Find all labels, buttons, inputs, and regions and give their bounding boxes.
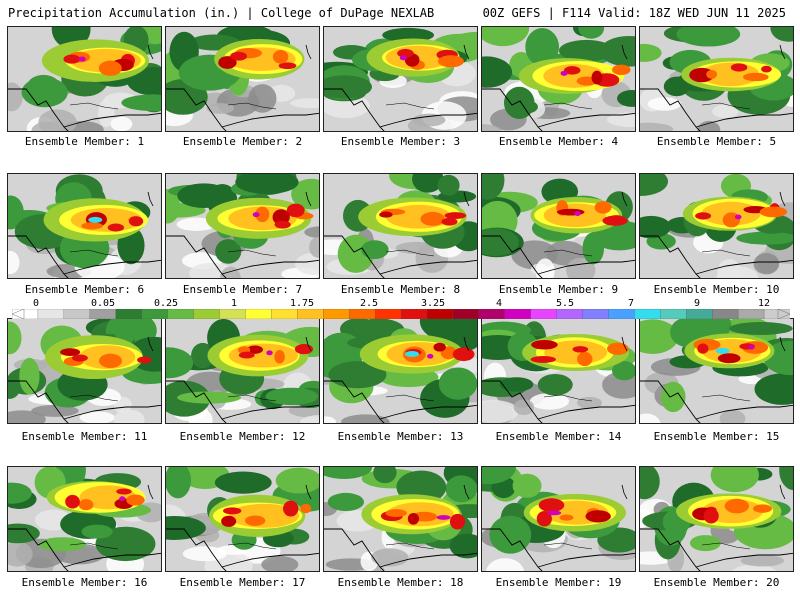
colorbar-swatch [400, 309, 428, 319]
ensemble-member-map [481, 318, 636, 424]
colorbar-swatch [763, 309, 790, 319]
ensemble-member-label: Ensemble Member: 9 [498, 283, 619, 296]
colorbar-tick-label: 5.5 [555, 298, 575, 309]
ensemble-member-label: Ensemble Member: 6 [24, 283, 145, 296]
ensemble-member-map [165, 318, 320, 424]
colorbar-tick-label: 12 [757, 298, 771, 309]
ensemble-member-label: Ensemble Member: 20 [653, 576, 780, 589]
colorbar-swatch [582, 309, 610, 319]
ensemble-member-map [165, 173, 320, 279]
colorbar-swatch [478, 309, 506, 319]
ensemble-member-map [481, 26, 636, 132]
precipitation-colorbar [12, 309, 790, 319]
ensemble-member-map [481, 173, 636, 279]
colorbar-swatch [737, 309, 765, 319]
ensemble-member-map [323, 318, 478, 424]
ensemble-member-map [7, 318, 162, 424]
colorbar-tick-label: 3.25 [420, 298, 446, 309]
ensemble-member-label: Ensemble Member: 5 [656, 135, 777, 148]
colorbar-tick-label: 1.75 [289, 298, 315, 309]
colorbar-swatch [115, 309, 143, 319]
ensemble-member-label: Ensemble Member: 16 [21, 576, 148, 589]
colorbar-swatch [686, 309, 713, 319]
colorbar-swatch [141, 309, 169, 319]
ensemble-member-label: Ensemble Member: 13 [337, 430, 464, 443]
ensemble-member-label: Ensemble Member: 2 [182, 135, 303, 148]
colorbar-swatch [452, 309, 480, 319]
model-run-info: 00Z GEFS | F114 Valid: 18Z WED JUN 11 20… [482, 6, 786, 20]
colorbar-swatch [426, 309, 454, 319]
ensemble-member-map [323, 466, 478, 572]
ensemble-member-label: Ensemble Member: 14 [495, 430, 622, 443]
colorbar-swatch [348, 309, 376, 319]
ensemble-member-map [165, 466, 320, 572]
colorbar-swatch [556, 309, 584, 319]
ensemble-member-map [7, 466, 162, 572]
colorbar-swatch [660, 309, 688, 319]
ensemble-member-label: Ensemble Member: 11 [21, 430, 148, 443]
colorbar-swatch [374, 309, 402, 319]
ensemble-member-label: Ensemble Member: 8 [340, 283, 461, 296]
colorbar-tick-label: 0 [32, 298, 40, 309]
colorbar-tick-label: 7 [627, 298, 635, 309]
ensemble-member-label: Ensemble Member: 3 [340, 135, 461, 148]
colorbar-tick-label: 4 [495, 298, 503, 309]
colorbar-swatch [712, 309, 739, 319]
ensemble-member-map [7, 26, 162, 132]
ensemble-member-label: Ensemble Member: 10 [653, 283, 780, 296]
ensemble-member-label: Ensemble Member: 15 [653, 430, 780, 443]
ensemble-member-map [323, 173, 478, 279]
ensemble-member-map [481, 466, 636, 572]
ensemble-member-map [323, 26, 478, 132]
colorbar-swatch [297, 309, 324, 319]
colorbar-swatch [63, 309, 91, 319]
ensemble-member-label: Ensemble Member: 1 [24, 135, 145, 148]
ensemble-member-label: Ensemble Member: 17 [179, 576, 306, 589]
colorbar-swatch [530, 309, 558, 319]
ensemble-member-map [639, 26, 794, 132]
ensemble-member-label: Ensemble Member: 18 [337, 576, 464, 589]
colorbar-swatch [504, 309, 532, 319]
colorbar-swatch [608, 309, 636, 319]
colorbar-tick-label: 1 [230, 298, 238, 309]
ensemble-member-label: Ensemble Member: 7 [182, 283, 303, 296]
ensemble-member-label: Ensemble Member: 12 [179, 430, 306, 443]
colorbar-swatch [193, 309, 221, 319]
colorbar-swatch [323, 309, 350, 319]
map-title: Precipitation Accumulation (in.) | Colle… [8, 6, 435, 20]
ensemble-member-map [639, 466, 794, 572]
ensemble-member-map [165, 26, 320, 132]
ensemble-member-label: Ensemble Member: 19 [495, 576, 622, 589]
colorbar-swatch [634, 309, 662, 319]
ensemble-member-map [639, 318, 794, 424]
colorbar-tick-label: 0.25 [153, 298, 179, 309]
colorbar-tick-label: 9 [693, 298, 701, 309]
colorbar-swatch [37, 309, 65, 319]
colorbar-swatch [271, 309, 299, 319]
colorbar-tick-label: 2.5 [359, 298, 379, 309]
ensemble-member-label: Ensemble Member: 4 [498, 135, 619, 148]
colorbar-swatch [167, 309, 195, 319]
ensemble-member-map [7, 173, 162, 279]
ensemble-member-map [639, 173, 794, 279]
colorbar-swatch [89, 309, 117, 319]
colorbar-swatch [219, 309, 247, 319]
colorbar-swatch [245, 309, 273, 319]
colorbar-tick-label: 0.05 [90, 298, 116, 309]
